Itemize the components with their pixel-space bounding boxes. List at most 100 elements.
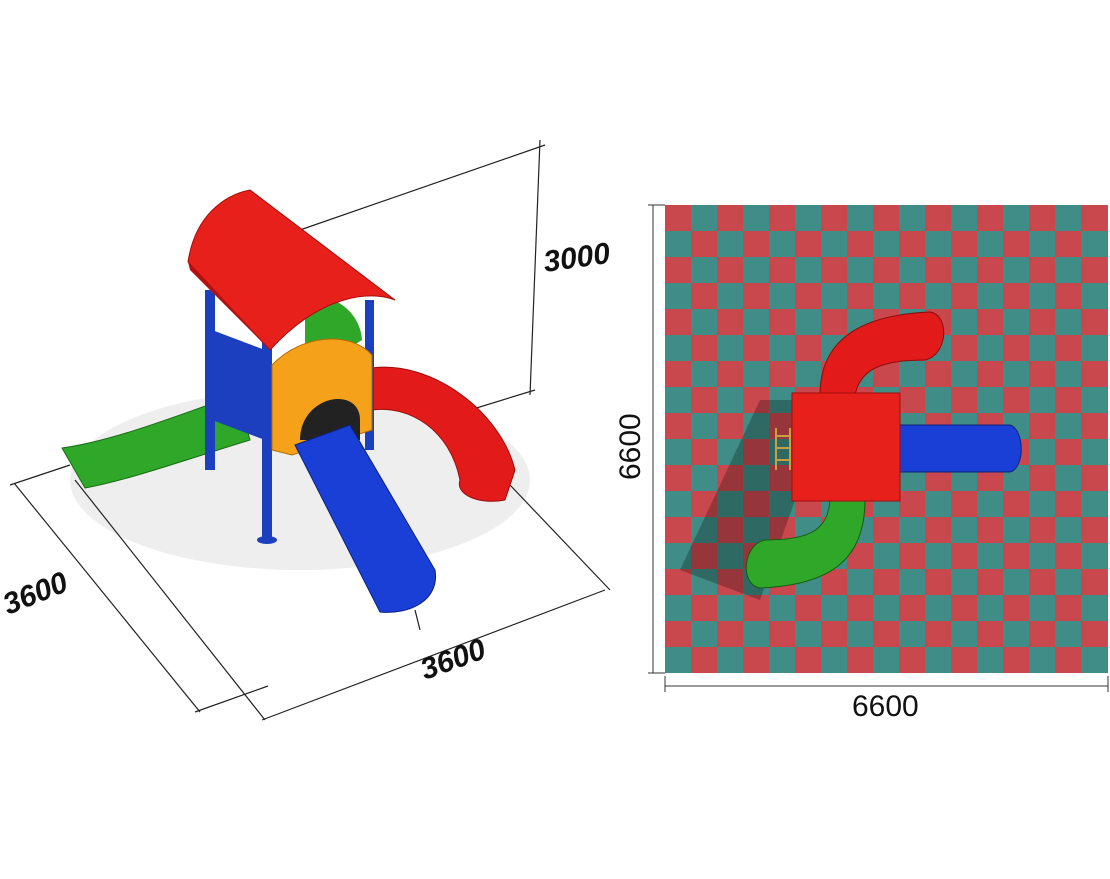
floor-tile [665,361,691,387]
floor-tile [899,647,925,673]
green-slide [61,394,251,489]
floor-tile [951,595,977,621]
floor-tile [691,439,717,465]
floor-tile [1055,387,1081,413]
floor-tile [1107,231,1108,257]
floor-tile [1029,257,1055,283]
floor-tile [769,205,795,231]
floor-tile [1081,621,1107,647]
floor-tile [1003,335,1029,361]
floor-tile [925,621,951,647]
floor-tile [665,205,691,231]
floor-tile [665,309,691,335]
floor-tile [873,257,899,283]
depth-dimension-label: 3600 [0,566,73,622]
floor-tile [1081,205,1107,231]
floor-tile [847,231,873,257]
floor-tile [873,517,899,543]
floor-tile [691,491,717,517]
blue-panel [212,330,265,440]
roof [187,189,396,351]
floor-tile [795,595,821,621]
floor-tile [691,647,717,673]
floor-tile [691,543,717,569]
floor-tile [743,335,769,361]
floor-tile [769,621,795,647]
floor-tile [665,569,691,595]
floor-tile [717,517,743,543]
floor-tile [1003,595,1029,621]
floor-tile [925,257,951,283]
floor-tile [1107,543,1108,569]
floor-tile [1029,413,1055,439]
floor-tile [1055,647,1081,673]
red-slide [371,366,516,502]
floor-tile [1055,543,1081,569]
floor-tile [977,621,1003,647]
floor-tile [691,595,717,621]
floor-tile [1081,309,1107,335]
plan-red-slide [819,311,945,396]
floor-tile [1003,543,1029,569]
floor-tile [977,517,1003,543]
floor-tile [925,517,951,543]
floor-tile [1107,387,1108,413]
floor-tile [821,309,847,335]
floor-tile [691,335,717,361]
floor-tile [1055,595,1081,621]
floor-tile [743,387,769,413]
plan-green-slide [745,499,866,589]
dimension-lines [9,139,611,721]
floor-tile [1081,257,1107,283]
floor-tile [1029,205,1055,231]
floor-tile [665,465,691,491]
floor-tile [1081,569,1107,595]
floor-tile [1029,569,1055,595]
floor-tile [1055,231,1081,257]
floor-tile [899,595,925,621]
floor-tile [951,387,977,413]
floor-tile [717,621,743,647]
floor-tile [899,283,925,309]
floor-tile [717,361,743,387]
floor-tile [743,283,769,309]
floor-tile [769,361,795,387]
floor-tile [1107,491,1108,517]
floor-tile [1029,621,1055,647]
floor-tile [1107,283,1108,309]
isometric-view: 3000 3600 3600 [0,139,612,721]
floor-tile [951,335,977,361]
floor-tile [795,231,821,257]
floor-tile [951,283,977,309]
floor-tile [1029,361,1055,387]
floor-tile [899,231,925,257]
plan-height-label: 6600 [614,413,647,480]
floor-tile [899,543,925,569]
floor-tile [873,569,899,595]
floor-tile [1029,465,1055,491]
floor-tile [743,231,769,257]
floor-tile [821,621,847,647]
width-dimension-label: 3600 [416,633,490,687]
floor-tile [1081,361,1107,387]
floor-tile [951,491,977,517]
floor-tile [899,491,925,517]
plan-ladder [775,428,791,470]
plan-blue-slide [894,424,1022,473]
blue-slide [294,424,436,613]
floor-tile [1107,647,1108,673]
floor-tile [1081,465,1107,491]
floor-tile [977,361,1003,387]
plan-dimension-lines [648,204,1109,692]
floor-tile [847,595,873,621]
floor-tile [795,283,821,309]
floor-tile [925,569,951,595]
floor-tile [1081,413,1107,439]
floor-tile [717,309,743,335]
floor-tile [1081,517,1107,543]
floor-tile [951,543,977,569]
floor-tile [847,283,873,309]
floor-tile [795,647,821,673]
floor-tile [743,595,769,621]
